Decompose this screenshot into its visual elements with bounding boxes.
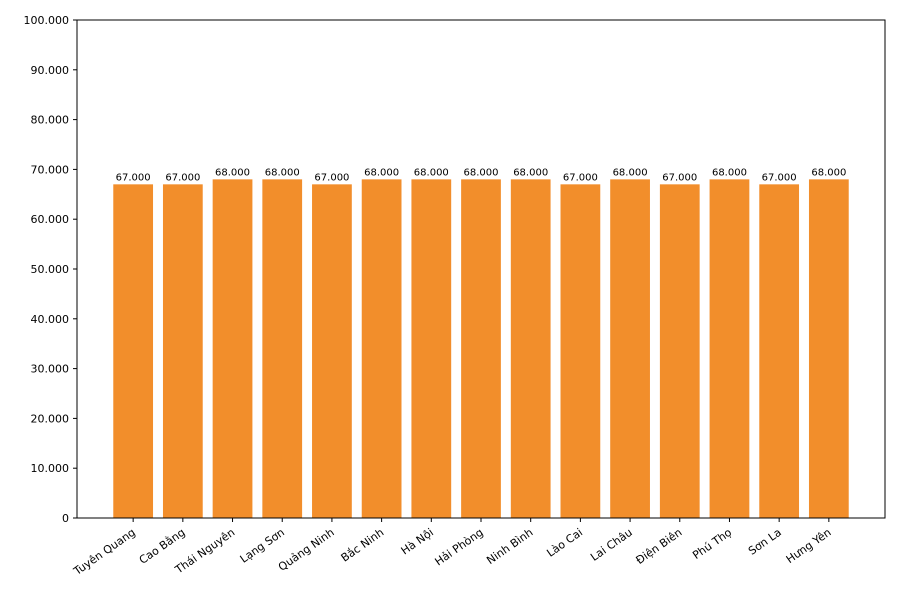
bar — [361, 179, 402, 519]
bar — [659, 184, 700, 518]
x-tick-label: Hà Nội — [399, 526, 436, 558]
value-label: 68.000 — [364, 167, 399, 178]
bar — [808, 179, 849, 519]
bar — [510, 179, 551, 519]
x-tick-label: Sơn La — [746, 526, 784, 558]
value-label: 68.000 — [265, 167, 300, 178]
y-tick-label: 100.000 — [24, 14, 70, 27]
bar — [759, 184, 800, 518]
value-label: 68.000 — [712, 167, 747, 178]
x-tick-label: Quảng Ninh — [276, 526, 337, 574]
bar — [610, 179, 650, 519]
x-tick-label: Hưng Yên — [784, 526, 834, 566]
bar — [113, 184, 154, 518]
y-tick-label: 90.000 — [31, 64, 70, 77]
bar — [162, 184, 203, 518]
x-tick-label: Ninh Bình — [484, 526, 535, 567]
value-label: 67.000 — [762, 172, 797, 183]
y-tick-label: 70.000 — [31, 163, 70, 176]
bar — [212, 179, 253, 519]
bar — [709, 179, 750, 519]
x-tick-label: Lai Châu — [588, 526, 635, 564]
y-tick-label: 40.000 — [31, 313, 70, 326]
value-label: 68.000 — [464, 167, 499, 178]
x-tick-label: Phú Thọ — [690, 526, 734, 562]
x-tick-label: Điện Biên — [633, 526, 684, 567]
y-tick-label: 10.000 — [31, 462, 70, 475]
x-tick-label: Tuyên Quang — [71, 526, 138, 579]
value-label: 67.000 — [116, 172, 151, 183]
value-label: 68.000 — [513, 167, 548, 178]
bar — [312, 184, 352, 518]
y-tick-label: 80.000 — [31, 114, 70, 127]
bar — [411, 179, 452, 519]
x-tick-label: Bắc Ninh — [339, 526, 387, 565]
y-tick-label: 50.000 — [31, 263, 70, 276]
y-tick-label: 30.000 — [31, 363, 70, 376]
value-label: 68.000 — [215, 167, 250, 178]
bar — [560, 184, 601, 518]
x-tick-label: Lào Cai — [544, 526, 585, 560]
value-label: 68.000 — [613, 167, 648, 178]
value-label: 67.000 — [165, 172, 200, 183]
bar — [262, 179, 303, 519]
y-tick-label: 0 — [62, 512, 69, 525]
value-label: 68.000 — [414, 167, 449, 178]
value-label: 68.000 — [811, 167, 846, 178]
value-label: 67.000 — [563, 172, 598, 183]
value-label: 67.000 — [662, 172, 697, 183]
plot-frame — [76, 19, 886, 519]
bar — [461, 179, 501, 519]
value-label: 67.000 — [314, 172, 349, 183]
y-tick-label: 20.000 — [31, 412, 70, 425]
x-tick-label: Hải Phòng — [433, 526, 486, 569]
y-tick-label: 60.000 — [31, 213, 70, 226]
